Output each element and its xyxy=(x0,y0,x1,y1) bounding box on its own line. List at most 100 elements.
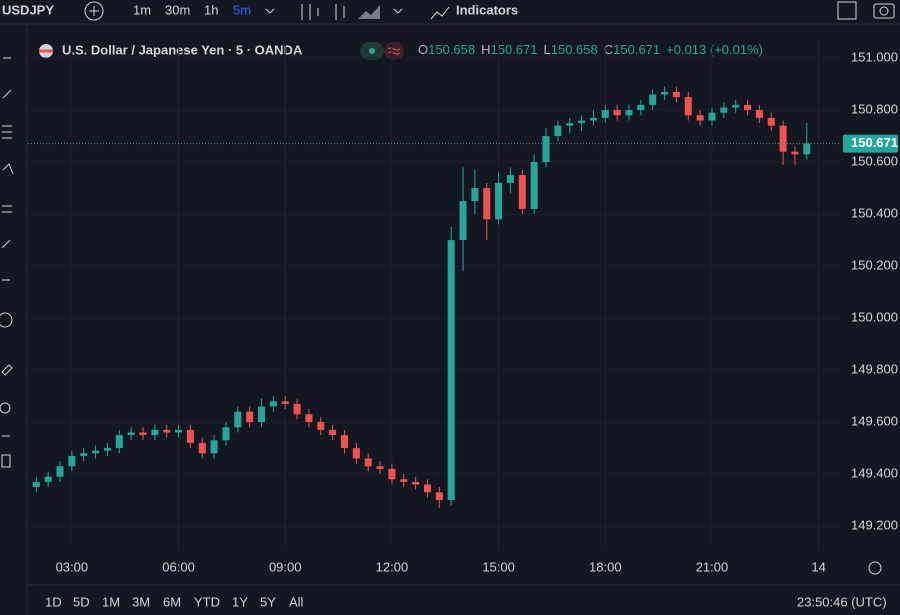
interval-button[interactable]: 5m xyxy=(233,2,251,17)
candle-body xyxy=(506,175,514,183)
candle-body xyxy=(578,120,586,124)
status-dot xyxy=(369,48,375,54)
y-tick-label: 150.400 xyxy=(851,206,898,221)
range-button[interactable]: All xyxy=(289,594,304,609)
legend-value: 150.658 xyxy=(428,42,475,57)
x-tick-label: 12:00 xyxy=(376,559,409,574)
candle-body xyxy=(684,97,692,116)
range-button[interactable]: 1D xyxy=(45,594,62,609)
candle-body xyxy=(80,453,88,456)
fullscreen[interactable] xyxy=(837,1,857,20)
legend-value: 150.671 xyxy=(491,42,538,57)
y-tick-label: 149.400 xyxy=(851,466,898,481)
candle-body xyxy=(198,442,206,454)
range-button[interactable]: 1Y xyxy=(232,594,248,609)
candle-body xyxy=(767,117,775,126)
y-tick-label: 149.200 xyxy=(851,518,898,533)
settings[interactable] xyxy=(868,561,882,575)
range-button[interactable]: 6M xyxy=(163,594,181,609)
x-tick-label: 21:00 xyxy=(696,559,729,574)
range-button[interactable]: 5Y xyxy=(260,594,276,609)
candle-body xyxy=(32,481,40,488)
candle-body xyxy=(625,110,633,116)
legend-key: L xyxy=(544,42,551,57)
candle-body xyxy=(779,125,787,152)
range-button[interactable]: 3M xyxy=(132,594,150,609)
candle-body xyxy=(341,435,349,449)
candle-body xyxy=(637,104,645,111)
interval-button[interactable]: 1h xyxy=(204,2,218,17)
clock: 23:50:46 (UTC) xyxy=(797,594,887,609)
candle-body xyxy=(708,112,716,121)
candle-body xyxy=(305,414,313,423)
candle-body xyxy=(376,466,384,469)
candle-body xyxy=(234,411,242,428)
dropdown[interactable] xyxy=(265,8,275,14)
candle-body xyxy=(696,115,704,121)
candle-body xyxy=(495,182,503,220)
candle-body xyxy=(412,481,420,485)
range-button[interactable]: 1M xyxy=(102,594,120,609)
candle-body xyxy=(364,458,372,467)
snapshot[interactable] xyxy=(873,3,895,19)
candle-body xyxy=(92,450,100,454)
candle-body xyxy=(744,104,752,111)
candle-body xyxy=(661,91,669,95)
y-tick-label: 149.600 xyxy=(851,414,898,429)
x-tick-label: 14 xyxy=(811,559,825,574)
x-tick-label: 09:00 xyxy=(269,559,302,574)
interval-button[interactable]: 30m xyxy=(165,2,190,17)
candle-body xyxy=(163,429,171,433)
candle-body xyxy=(210,440,218,454)
indicators-button[interactable]: Indicators xyxy=(456,2,518,17)
candle-body xyxy=(317,422,325,430)
y-tick-label: 150.000 xyxy=(851,310,898,325)
add-symbol[interactable] xyxy=(84,1,104,21)
candle-body xyxy=(423,484,431,493)
y-tick-label: 150.200 xyxy=(851,258,898,273)
add-icon xyxy=(89,6,99,16)
candle-body xyxy=(554,125,562,137)
dropdown[interactable] xyxy=(393,8,403,14)
candle-body xyxy=(791,151,799,155)
candle-body xyxy=(352,448,360,459)
candle-body xyxy=(258,406,266,423)
data-status[interactable] xyxy=(384,42,404,60)
candle-body xyxy=(435,492,443,501)
candle-body xyxy=(483,188,491,220)
candle-body xyxy=(281,401,289,404)
candle-body xyxy=(518,175,526,209)
area-icon[interactable] xyxy=(358,5,380,19)
candle-body xyxy=(139,432,147,436)
x-tick-label: 18:00 xyxy=(589,559,622,574)
candle-body xyxy=(566,123,574,126)
y-tick-label: 151.000 xyxy=(851,50,898,65)
candle-body xyxy=(803,143,811,155)
candle-body xyxy=(127,432,135,436)
legend-change: +0.013 (+0.01%) xyxy=(666,42,763,57)
y-tick-label: 149.800 xyxy=(851,362,898,377)
legend-value: 150.671 xyxy=(613,42,660,57)
candle-body xyxy=(447,240,455,501)
y-tick-label: 150.600 xyxy=(851,154,898,169)
candle-body xyxy=(720,107,728,113)
candle-body xyxy=(186,429,194,443)
candle-body xyxy=(246,411,254,423)
chart-type[interactable] xyxy=(301,4,345,20)
candle-body xyxy=(329,429,337,436)
interval-button[interactable]: 1m xyxy=(133,2,151,17)
candle-body xyxy=(471,188,479,202)
ohlc-legend: O150.658 H150.671 L150.658 C150.671 +0.013 (… xyxy=(418,42,763,57)
candle-body xyxy=(222,427,230,441)
range-button[interactable]: YTD xyxy=(194,594,220,609)
candle-body xyxy=(175,429,183,433)
candle-body xyxy=(56,466,64,477)
range-button[interactable]: 5D xyxy=(73,594,90,609)
symbol[interactable]: USDJPY xyxy=(2,2,54,17)
snapshot-lens xyxy=(879,6,889,16)
candle-body xyxy=(115,435,123,449)
drawing-tools[interactable] xyxy=(0,57,14,468)
candle-body xyxy=(755,110,763,118)
status-wave xyxy=(387,47,401,55)
